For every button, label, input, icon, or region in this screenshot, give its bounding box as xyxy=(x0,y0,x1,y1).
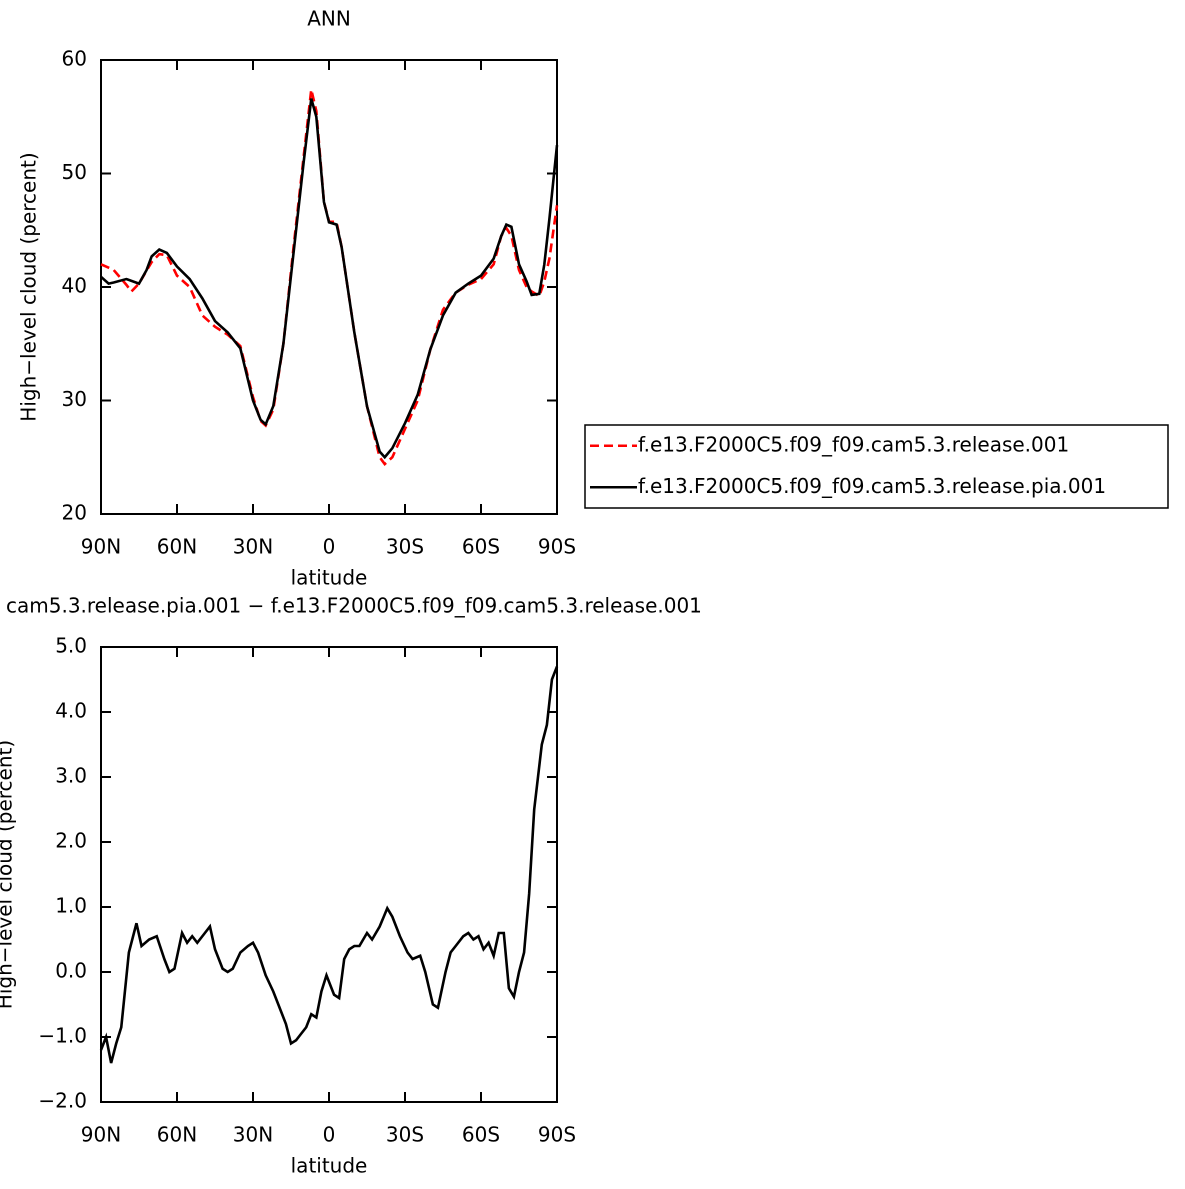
y-tick-label: 20 xyxy=(62,501,87,525)
x-tick-label: 0 xyxy=(323,535,336,559)
y-tick-label: 4.0 xyxy=(55,699,87,723)
x-tick-label: 30N xyxy=(233,1123,273,1147)
x-tick-label: 30N xyxy=(233,535,273,559)
x-axis-label: latitude xyxy=(291,566,368,590)
y-tick-label: −1.0 xyxy=(38,1024,87,1048)
y-tick-label: 1.0 xyxy=(55,894,87,918)
x-tick-label: 60N xyxy=(157,1123,197,1147)
y-tick-label: 60 xyxy=(62,47,87,71)
x-tick-label: 30S xyxy=(386,535,424,559)
y-tick-label: 2.0 xyxy=(55,829,87,853)
x-tick-label: 60S xyxy=(462,1123,500,1147)
y-tick-label: 3.0 xyxy=(55,764,87,788)
plot-frame xyxy=(100,59,558,515)
x-tick-label: 60S xyxy=(462,535,500,559)
y-tick-label: 30 xyxy=(62,387,87,411)
x-tick-label: 90S xyxy=(538,1123,576,1147)
x-tick-label: 0 xyxy=(323,1123,336,1147)
y-tick-label: −2.0 xyxy=(38,1089,87,1113)
chart-title: ANN xyxy=(307,7,351,31)
x-tick-label: 60N xyxy=(157,535,197,559)
legend-box xyxy=(584,424,1169,509)
legend-label: f.e13.F2000C5.f09_f09.cam5.3.release.pia… xyxy=(638,474,1106,498)
y-tick-label: 0.0 xyxy=(55,959,87,983)
x-tick-label: 90N xyxy=(81,1123,121,1147)
data-line xyxy=(100,89,559,466)
y-tick-label: 5.0 xyxy=(55,634,87,658)
data-line xyxy=(99,666,559,1064)
data-line xyxy=(100,98,559,460)
chart-title: cam5.3.release.pia.001 − f.e13.F2000C5.f… xyxy=(6,594,702,618)
x-tick-label: 90N xyxy=(81,535,121,559)
y-axis-label: High−level cloud (percent) xyxy=(17,152,41,421)
legend-label: f.e13.F2000C5.f09_f09.cam5.3.release.001 xyxy=(638,432,1069,456)
x-tick-label: 90S xyxy=(538,535,576,559)
x-axis-label: latitude xyxy=(291,1154,368,1178)
y-tick-label: 50 xyxy=(62,160,87,184)
plot-frame xyxy=(100,646,558,1103)
x-tick-label: 30S xyxy=(386,1123,424,1147)
y-tick-label: 40 xyxy=(62,274,87,298)
y-axis-label: High−level cloud (percent) xyxy=(0,740,17,1009)
